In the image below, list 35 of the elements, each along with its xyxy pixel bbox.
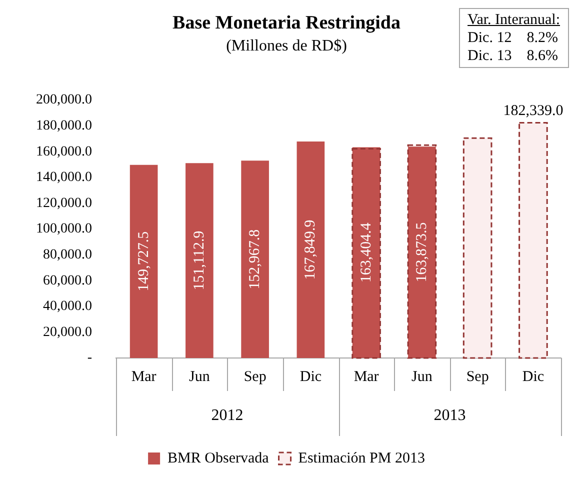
text: Dic. 13 8.6% (468, 47, 559, 65)
data-label: 163,873.5 (414, 222, 430, 282)
x-tick-label: Dic (522, 368, 544, 385)
x-tick-label: Mar (131, 368, 156, 385)
text: Var. Interanual: (468, 11, 560, 29)
x-tick-label: Sep (244, 368, 266, 385)
x-tick-label: Sep (466, 368, 489, 385)
data-label: 167,849.9 (302, 220, 319, 280)
data-label: 163,404.4 (358, 222, 374, 283)
y-tick-label: 140,000.0 (36, 170, 92, 186)
chart-title: Base Monetaria Restringida (172, 12, 401, 34)
text: 2012 (211, 407, 244, 424)
legend-label: BMR Observada (168, 450, 270, 466)
y-tick-label: 160,000.0 (36, 144, 92, 160)
y-tick-label: 100,000.0 (36, 222, 92, 237)
data-label: 151,112.9 (191, 230, 208, 290)
text: Dic. 12 8.2% (468, 29, 559, 47)
y-tick-label: 20,000.0 (43, 324, 92, 340)
text: 2013 (434, 407, 466, 424)
y-tick-label: 80,000.0 (43, 247, 92, 262)
y-tick-label: 200,000.0 (36, 92, 92, 108)
data-label: 182,339.0 (503, 103, 564, 120)
y-tick-label: 60,000.0 (43, 273, 92, 288)
data-label: 149,727.5 (136, 231, 152, 292)
x-tick-label: Mar (354, 368, 379, 385)
y-tick-label: 180,000.0 (36, 118, 92, 134)
x-tick-label: Dic (300, 368, 322, 385)
x-tick-label: Jun (412, 368, 433, 385)
x-tick-label: Jun (189, 368, 210, 385)
y-tick-label: 120,000.0 (36, 196, 92, 211)
y-tick-label: - (87, 350, 92, 366)
chart-subtitle: (Millones de RD$) (226, 38, 347, 55)
y-tick-label: 40,000.0 (43, 299, 92, 314)
data-label: 152,967.8 (247, 229, 263, 290)
legend-label: Estimación PM 2013 (298, 450, 425, 466)
